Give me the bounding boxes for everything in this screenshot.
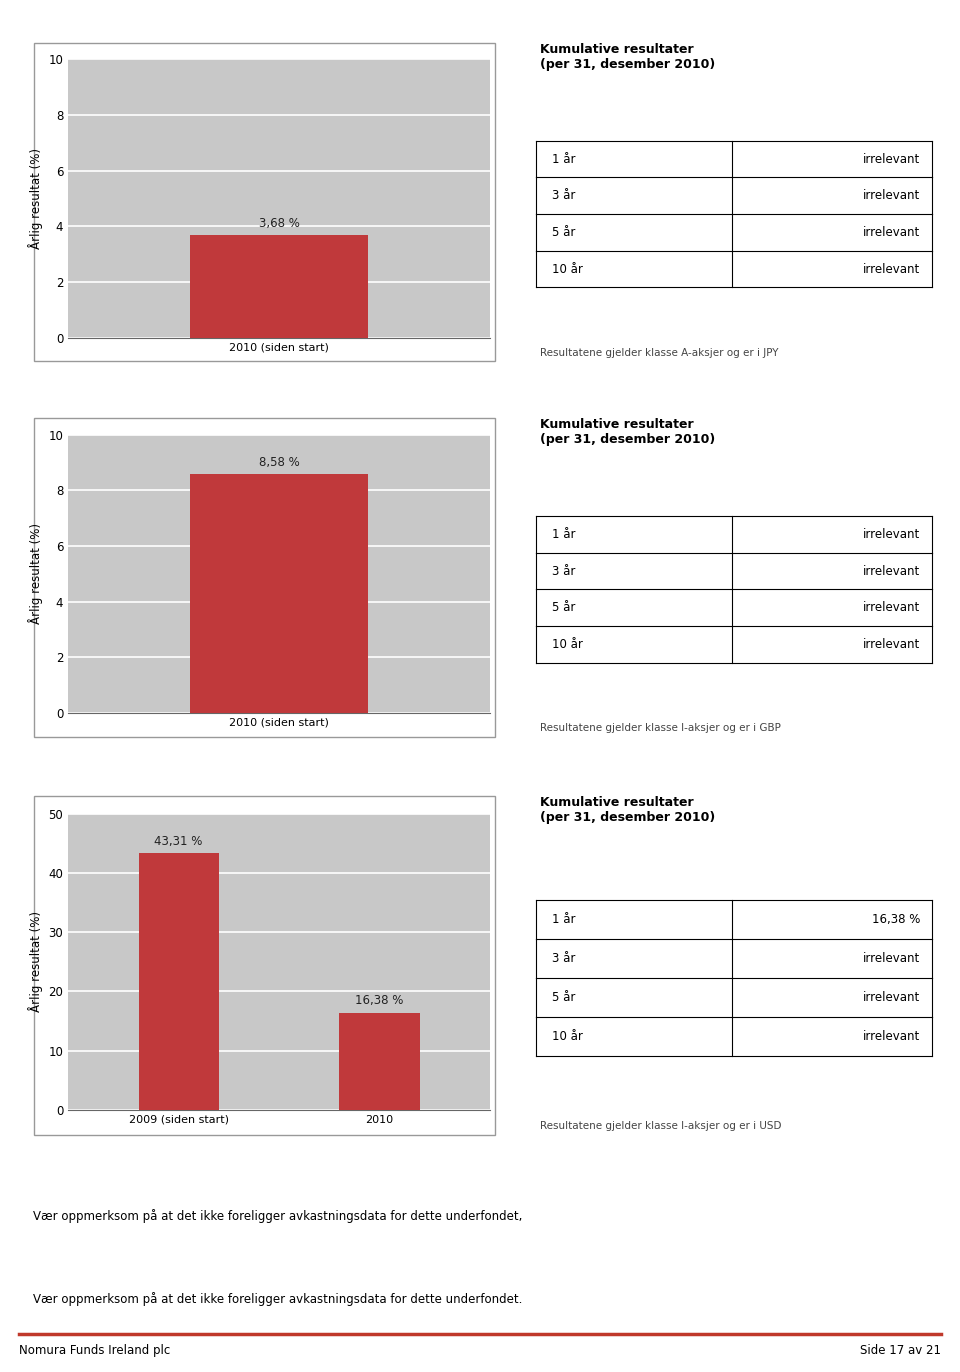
Text: Kumulative resultater
(per 31, desember 2010): Kumulative resultater (per 31, desember … — [540, 418, 715, 446]
Text: irrelevant: irrelevant — [863, 528, 920, 541]
Text: irrelevant: irrelevant — [863, 189, 920, 202]
Text: 3 år: 3 år — [552, 565, 576, 578]
Text: irrelevant: irrelevant — [863, 992, 920, 1004]
Text: Resultatene gjelder klasse A-aksjer og er i JPY: Resultatene gjelder klasse A-aksjer og e… — [540, 348, 779, 358]
Text: irrelevant: irrelevant — [863, 1030, 920, 1043]
Text: irrelevant: irrelevant — [863, 226, 920, 239]
Text: 5 år: 5 år — [552, 601, 576, 615]
Text: Kumulative resultater
(per 31, desember 2010): Kumulative resultater (per 31, desember … — [540, 43, 715, 70]
Text: 1 år: 1 år — [552, 152, 576, 166]
Text: 10 år: 10 år — [552, 638, 584, 650]
Text: Nomura Funds Ireland – US High Yield Bond Fund Klasse I USD-aksjer: Nomura Funds Ireland – US High Yield Bon… — [238, 763, 722, 777]
Text: 1 år: 1 år — [552, 528, 576, 541]
Text: irrelevant: irrelevant — [863, 565, 920, 578]
Text: 10 år: 10 år — [552, 262, 584, 276]
Text: 10 år: 10 år — [552, 1030, 584, 1043]
Text: 5 år: 5 år — [552, 226, 576, 239]
Text: Resultatene gjelder klasse I-aksjer og er i USD: Resultatene gjelder klasse I-aksjer og e… — [540, 1121, 781, 1132]
Text: 3 år: 3 år — [552, 189, 576, 202]
Text: 3 år: 3 år — [552, 952, 576, 966]
Text: Nomura Funds Ireland plc: Nomura Funds Ireland plc — [19, 1343, 171, 1357]
Text: Nomura Funds Ireland – Japan Strategic Value Fund Klasse I GBP-aksjer: Nomura Funds Ireland – Japan Strategic V… — [229, 387, 731, 401]
Text: 1 år: 1 år — [552, 914, 576, 926]
Text: irrelevant: irrelevant — [863, 638, 920, 650]
Text: irrelevant: irrelevant — [863, 601, 920, 615]
Text: Resultatene gjelder klasse I-aksjer og er i GBP: Resultatene gjelder klasse I-aksjer og e… — [540, 723, 780, 733]
Text: Nomura Funds Ireland – Japan Strategic Value Fund Klasse A JPY-aksjer: Nomura Funds Ireland – Japan Strategic V… — [231, 12, 729, 25]
Text: Nomura Funds Ireland – Asian Smaller Companies Fund: Nomura Funds Ireland – Asian Smaller Com… — [287, 1251, 673, 1264]
Text: Vær oppmerksom på at det ikke foreligger avkastningsdata for dette underfondet.: Vær oppmerksom på at det ikke foreligger… — [33, 1292, 522, 1306]
Text: Kumulative resultater
(per 31, desember 2010): Kumulative resultater (per 31, desember … — [540, 796, 715, 823]
Text: irrelevant: irrelevant — [863, 152, 920, 166]
Text: Vær oppmerksom på at det ikke foreligger avkastningsdata for dette underfondet,: Vær oppmerksom på at det ikke foreligger… — [33, 1209, 522, 1224]
Text: Side 17 av 21: Side 17 av 21 — [860, 1343, 941, 1357]
Text: 16,38 %: 16,38 % — [872, 914, 920, 926]
Text: 5 år: 5 år — [552, 992, 576, 1004]
Text: irrelevant: irrelevant — [863, 262, 920, 276]
Text: irrelevant: irrelevant — [863, 952, 920, 966]
Text: Nomura Funds Ireland – NEWS Emerging Markets Small Cap Equity Fund: Nomura Funds Ireland – NEWS Emerging Mar… — [228, 1168, 732, 1181]
